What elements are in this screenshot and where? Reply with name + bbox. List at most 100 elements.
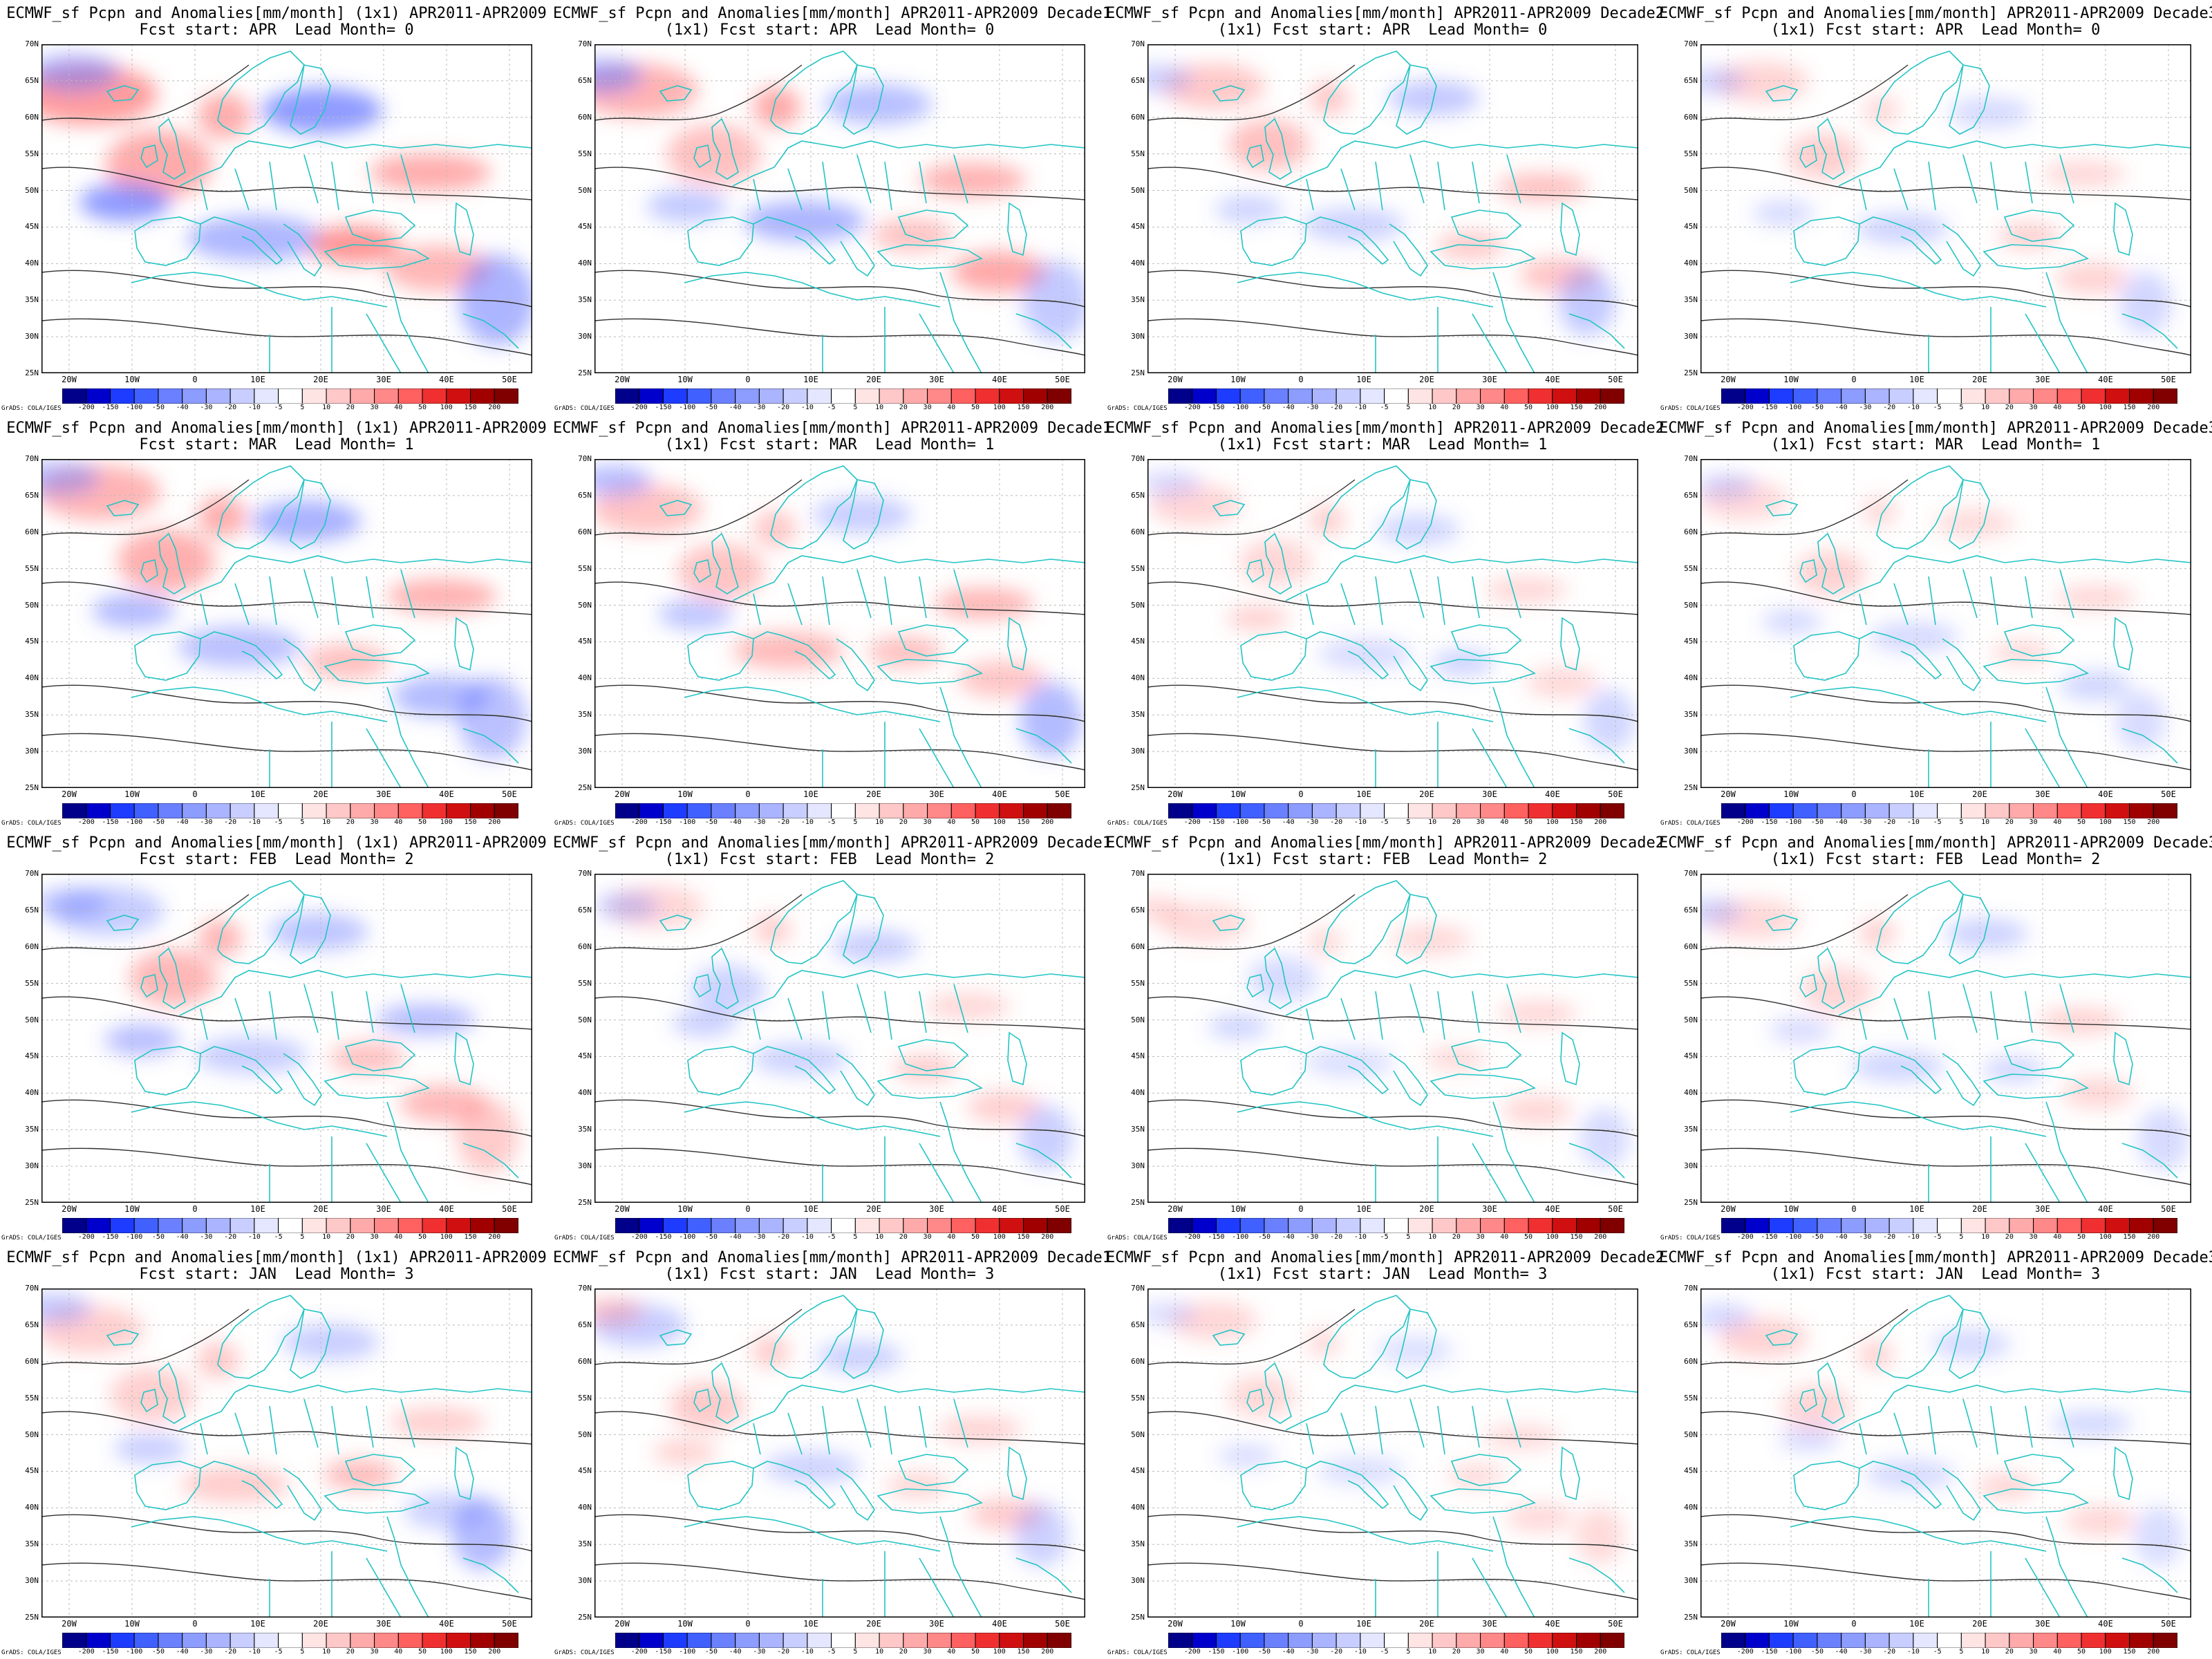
- negative-anomaly-region: [1318, 638, 1412, 670]
- lat-tick-label: 35N: [1684, 1125, 1698, 1134]
- color-bar-label: -40: [1835, 1233, 1848, 1241]
- lon-tick-label: 50E: [1055, 1204, 1070, 1214]
- panel-subtitle: (1x1) Fcst start: JAN Lead Month= 3: [664, 1266, 995, 1283]
- coastlines: [1765, 880, 2191, 1203]
- color-bar-swatch: [2129, 1218, 2154, 1233]
- lat-tick-label: 60N: [25, 527, 39, 536]
- positive-anomaly-region: [1715, 61, 1809, 103]
- color-bar-label: -150: [1761, 818, 1778, 826]
- color-bar-label: 5: [300, 404, 305, 411]
- color-bar-label: 5: [1959, 1648, 1964, 1656]
- map-panel: ECMWF_sf Pcpn and Anomalies[mm/month] AP…: [1106, 1244, 1665, 1659]
- color-bar-swatch: [374, 1218, 399, 1233]
- negative-anomaly-region: [1014, 1502, 1068, 1567]
- color-bar-swatch: [639, 1218, 664, 1233]
- lat-tick-label: 70N: [1684, 1284, 1698, 1293]
- lat-tick-label: 25N: [578, 783, 592, 792]
- color-bar-label: -50: [704, 1233, 718, 1241]
- positive-anomaly-region: [1858, 1340, 1893, 1370]
- color-bar-swatch: [1480, 1218, 1505, 1233]
- negative-anomaly-region: [1215, 195, 1284, 224]
- color-bar-swatch: [1745, 1218, 1770, 1233]
- color-bar-label: -200: [1736, 1648, 1754, 1656]
- color-bar-label: 200: [1594, 818, 1607, 826]
- negative-anomaly-region: [646, 189, 728, 223]
- negative-anomaly-region: [1779, 1426, 1839, 1452]
- lat-tick-label: 65N: [25, 905, 39, 915]
- color-bar-label: 100: [440, 404, 453, 411]
- lon-tick-label: 10W: [124, 375, 140, 384]
- color-bar-swatch: [86, 388, 111, 404]
- lat-tick-label: 60N: [1131, 941, 1145, 951]
- color-bar-swatch: [158, 1218, 183, 1233]
- color-bar-label: -150: [102, 404, 119, 411]
- color-bar-swatch: [831, 388, 856, 404]
- color-bar-swatch: [735, 1218, 760, 1233]
- panel-title: ECMWF_sf Pcpn and Anomalies[mm/month] (1…: [6, 1249, 547, 1266]
- lat-tick-label: 40N: [1131, 673, 1145, 683]
- color-bar-label: 5: [853, 1233, 858, 1241]
- lon-tick-label: 10E: [1909, 789, 1924, 799]
- anomaly-map: [41, 44, 532, 373]
- color-bar-label: 30: [1476, 818, 1485, 826]
- color-bar-label: -10: [1353, 1648, 1367, 1656]
- color-bar-swatch: [2105, 1218, 2130, 1233]
- negative-anomaly-region: [1247, 956, 1318, 1002]
- color-bar-swatch: [1288, 1218, 1313, 1233]
- lat-tick-label: 50N: [1131, 1430, 1145, 1439]
- color-bar-swatch: [903, 803, 928, 818]
- positive-anomaly-region: [1801, 966, 1874, 1014]
- lat-tick-label: 40N: [1131, 259, 1145, 268]
- lat-tick-label: 35N: [578, 295, 592, 305]
- color-bar-swatch: [133, 803, 159, 818]
- color-bar-swatch: [1215, 388, 1241, 404]
- color-bar-swatch: [1937, 388, 1962, 404]
- lat-tick-label: 70N: [25, 39, 39, 48]
- color-bar-swatch: [1841, 388, 1866, 404]
- color-bar-swatch: [1864, 1633, 1890, 1648]
- negative-anomaly-region: [104, 1024, 180, 1056]
- color-bar-swatch: [1937, 1218, 1962, 1233]
- panel-title: ECMWF_sf Pcpn and Anomalies[mm/month] AP…: [553, 834, 1112, 852]
- positive-anomaly-region: [868, 636, 943, 668]
- map-panel: ECMWF_sf Pcpn and Anomalies[mm/month] (1…: [0, 415, 553, 830]
- lat-tick-label: 35N: [25, 1125, 39, 1134]
- color-bar-swatch: [2153, 1633, 2177, 1648]
- color-bar-label: -40: [1835, 1648, 1848, 1656]
- color-bar-swatch: [205, 1218, 231, 1233]
- lat-tick-label: 45N: [578, 1466, 592, 1476]
- lon-tick-label: 30E: [929, 375, 944, 384]
- lon-tick-label: 10W: [1230, 1619, 1246, 1629]
- color-bar-label: 40: [394, 1233, 403, 1241]
- lon-tick-label: 50E: [2161, 375, 2176, 384]
- lon-tick-label: 20E: [313, 1619, 328, 1629]
- lon-tick-label: 10W: [124, 1619, 140, 1629]
- positive-anomaly-region: [753, 913, 791, 946]
- lon-tick-label: 50E: [1608, 375, 1623, 384]
- color-bar-swatch: [2056, 1218, 2082, 1233]
- color-bar-swatch: [2056, 803, 2082, 818]
- color-bar-label: -50: [1810, 1233, 1824, 1241]
- color-bar-swatch: [301, 388, 327, 404]
- lat-tick-label: 60N: [578, 1356, 592, 1366]
- lat-tick-label: 65N: [578, 1320, 592, 1329]
- color-bar-labels: -200 -150 -100 -50 -40 -30 -20 -10 -5 5 10 20 30 40 50…: [615, 1233, 1071, 1243]
- lon-tick-label: 50E: [502, 789, 517, 799]
- color-bar-swatch: [782, 803, 808, 818]
- color-bar-swatch: [1721, 1633, 1746, 1648]
- anomaly-shading: [1147, 896, 1630, 1169]
- lat-tick-label: 40N: [25, 1088, 39, 1098]
- color-bar-swatch: [903, 388, 928, 404]
- color-bar-label: 40: [2053, 1648, 2062, 1656]
- color-bar-swatch: [686, 388, 712, 404]
- color-bar-swatch: [2056, 388, 2082, 404]
- color-bar-swatch: [1192, 388, 1217, 404]
- positive-anomaly-region: [1501, 1095, 1573, 1126]
- positive-anomaly-region: [369, 153, 491, 192]
- negative-anomaly-region: [261, 87, 383, 133]
- color-bar-swatch: [133, 1218, 159, 1233]
- color-bar-label: -40: [729, 818, 742, 826]
- color-bar-label: -40: [1282, 1233, 1295, 1241]
- color-bar-label: -100: [126, 1233, 143, 1241]
- color-bar-swatch: [326, 1218, 351, 1233]
